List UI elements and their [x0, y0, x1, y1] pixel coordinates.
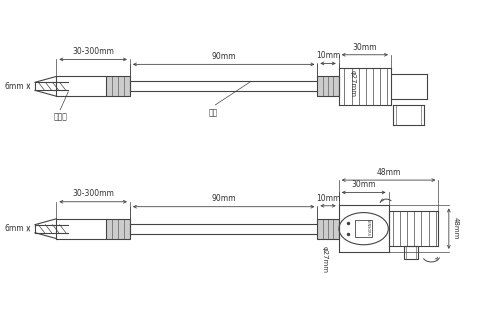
- Text: φ27mm: φ27mm: [349, 70, 355, 97]
- Bar: [404, 246, 418, 259]
- Text: 冷端: 冷端: [208, 108, 218, 117]
- Bar: [106, 77, 130, 96]
- Bar: [106, 219, 130, 238]
- Text: 48mm: 48mm: [453, 217, 459, 240]
- Text: 30mm: 30mm: [353, 43, 377, 52]
- Bar: [317, 77, 339, 96]
- Text: 30-300mm: 30-300mm: [72, 47, 114, 56]
- Text: SENSORS: SENSORS: [366, 219, 370, 236]
- Text: 90mm: 90mm: [212, 52, 236, 61]
- Text: 30mm: 30mm: [352, 180, 376, 189]
- Text: 保护管: 保护管: [54, 113, 68, 122]
- Bar: [355, 220, 372, 237]
- Text: φ27mm: φ27mm: [322, 246, 327, 273]
- Text: 30-300mm: 30-300mm: [72, 189, 114, 198]
- Text: 10mm: 10mm: [316, 194, 340, 203]
- Text: 6mm: 6mm: [5, 224, 25, 233]
- Text: 48mm: 48mm: [377, 168, 401, 177]
- Text: 90mm: 90mm: [212, 194, 236, 203]
- Bar: [317, 219, 339, 238]
- Text: 6mm: 6mm: [5, 82, 25, 91]
- Text: 10mm: 10mm: [316, 51, 340, 60]
